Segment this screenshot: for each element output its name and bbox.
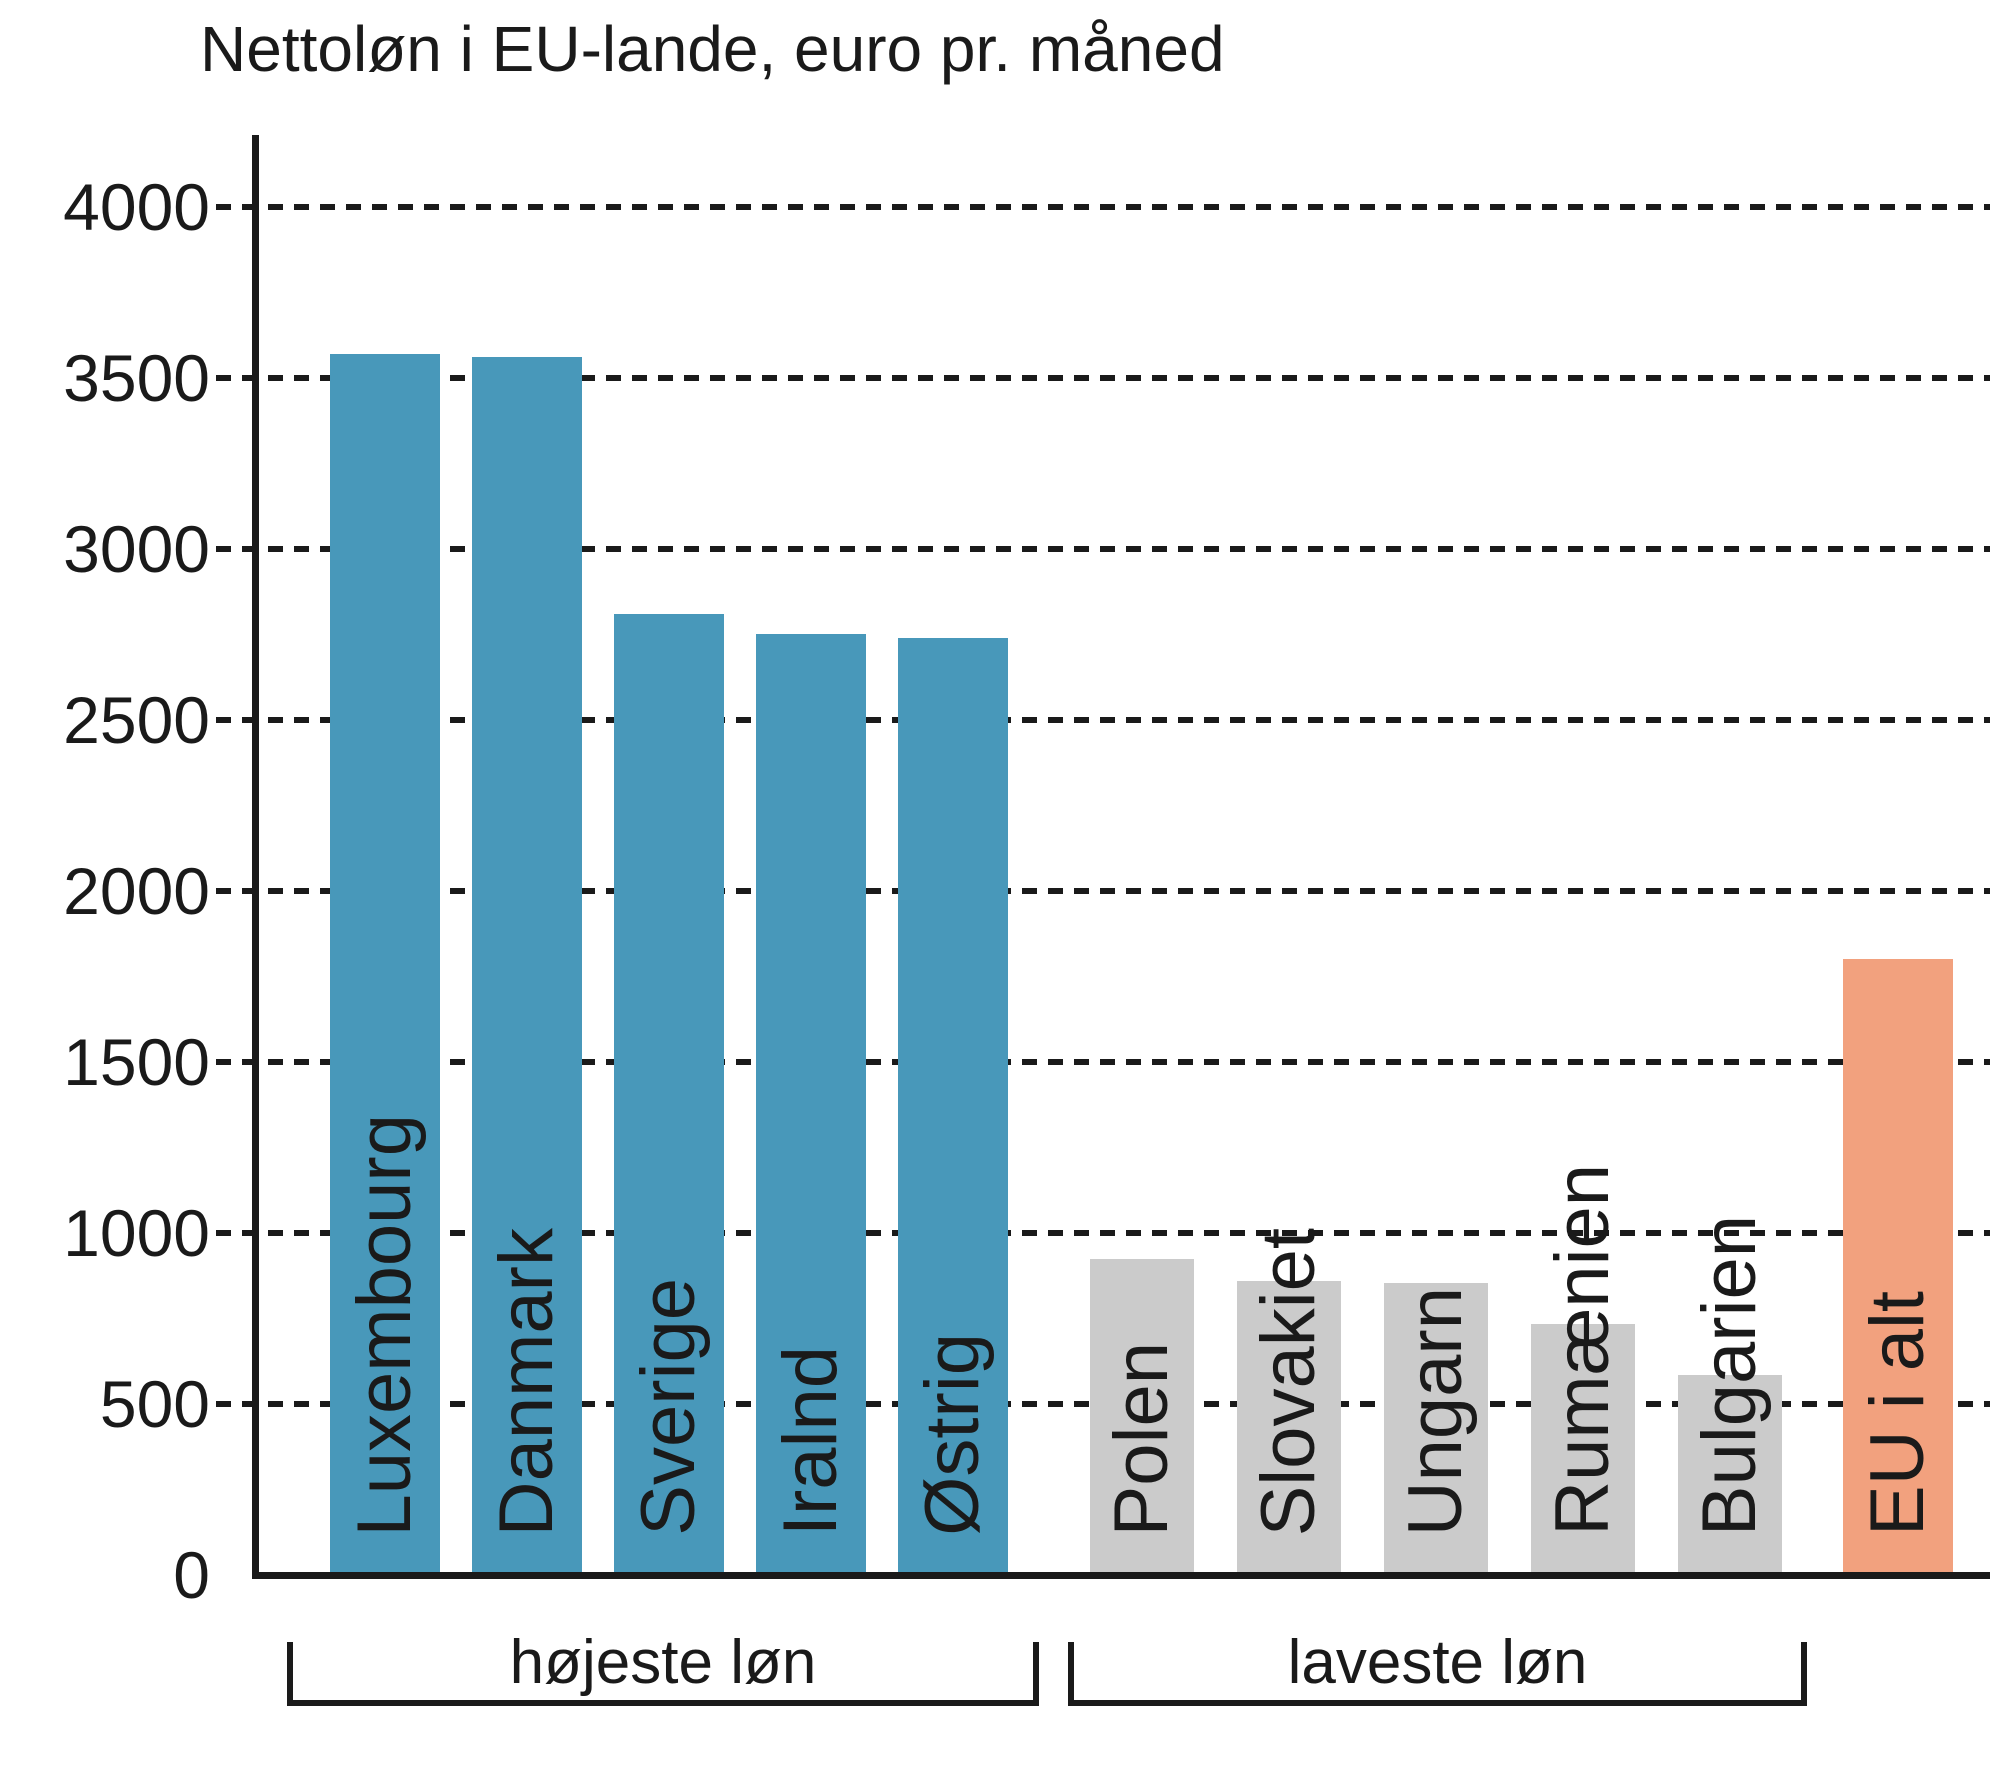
gridline-2500 xyxy=(216,717,1990,723)
gridline-4000 xyxy=(216,204,1990,210)
y-tick-label-1500: 1500 xyxy=(63,1025,210,1099)
gridline-1000 xyxy=(216,1230,1990,1236)
bar-eu-i-alt xyxy=(1843,959,1953,1575)
bar--strig xyxy=(898,638,1008,1575)
gridline-2000 xyxy=(216,888,1990,894)
y-axis-line xyxy=(252,135,259,1579)
bracket-label-laveste: laveste løn xyxy=(1287,1628,1588,1697)
y-tick-label-500: 500 xyxy=(99,1367,210,1441)
y-tick-label-1000: 1000 xyxy=(63,1196,210,1270)
x-axis-line xyxy=(252,1572,1990,1579)
gridline-3000 xyxy=(216,546,1990,552)
bar-slovakiet xyxy=(1237,1281,1341,1575)
y-tick-label-2000: 2000 xyxy=(63,854,210,928)
bar-sverige xyxy=(614,614,724,1575)
bar-ungarn xyxy=(1384,1283,1488,1575)
bar-polen xyxy=(1090,1259,1194,1575)
bar-iralnd xyxy=(756,634,866,1575)
gridline-1500 xyxy=(216,1059,1990,1065)
bar-rum-nien xyxy=(1531,1324,1635,1575)
bar-label-column-9: Bulgarien xyxy=(1678,0,1782,1572)
y-tick-label-2500: 2500 xyxy=(63,683,210,757)
bar-luxembourg xyxy=(330,354,440,1575)
y-tick-label-3000: 3000 xyxy=(63,512,210,586)
bracket-label-hojeste: højeste løn xyxy=(509,1628,817,1697)
bracket-hojeste-lon: højeste løn xyxy=(287,1632,1039,1706)
y-tick-label-0: 0 xyxy=(173,1538,210,1612)
bracket-laveste-lon: laveste løn xyxy=(1068,1632,1807,1706)
gridline-3500 xyxy=(216,375,1990,381)
bar-danmark xyxy=(472,357,582,1575)
y-tick-label-3500: 3500 xyxy=(63,341,210,415)
y-tick-label-4000: 4000 xyxy=(63,170,210,244)
bar-bulgarien xyxy=(1678,1375,1782,1575)
chart-title: Nettoløn i EU-lande, euro pr. måned xyxy=(200,13,1225,85)
